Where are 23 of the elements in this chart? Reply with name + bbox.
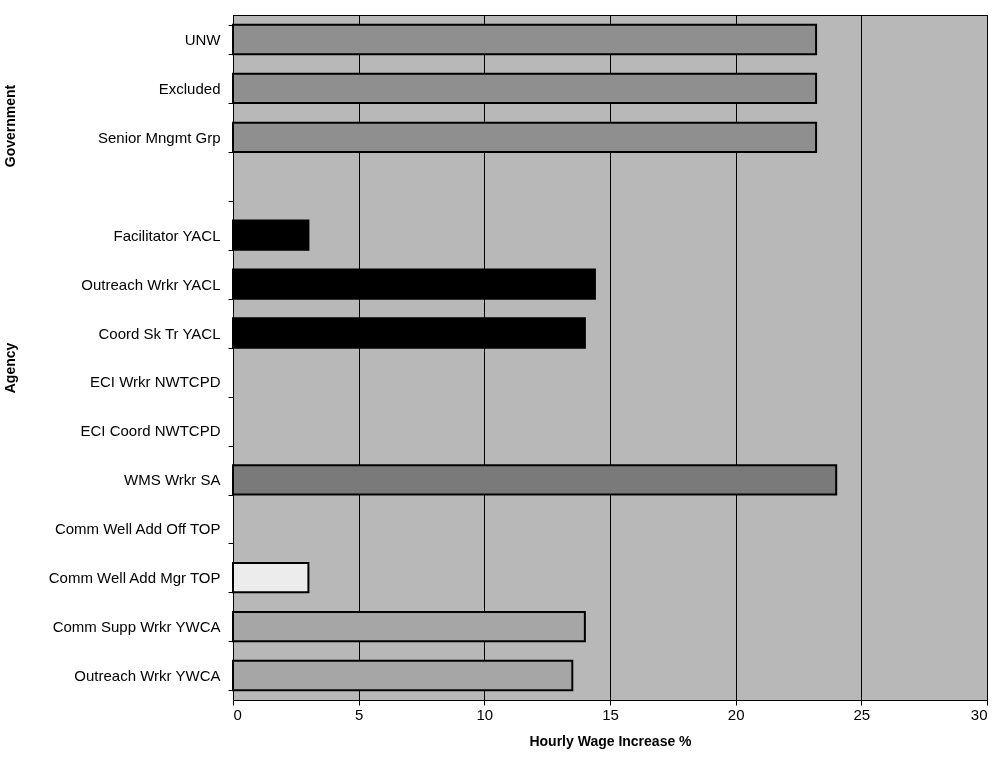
x-tick-label: 10: [476, 705, 494, 723]
text: Government: [2, 84, 18, 168]
y-tick-label: Coord Sk Tr YACL: [98, 324, 221, 342]
y-tick-label: Comm Well Add Mgr TOP: [48, 569, 221, 587]
x-tick-label: 20: [727, 705, 745, 723]
y-tick-label: WMS Wrkr SA: [124, 471, 221, 489]
x-tick-label: 25: [853, 705, 871, 723]
y-tick-label: ECI Coord NWTCPD: [80, 422, 221, 440]
y-tick-label: Outreach Wrkr YWCA: [74, 667, 221, 685]
y-tick-label: UNW: [184, 30, 222, 48]
x-tick-label: 30: [970, 705, 988, 723]
y-tick-label: Comm Well Add Off TOP: [54, 520, 221, 538]
text: Agency: [2, 342, 18, 394]
x-tick-label: 5: [354, 705, 364, 723]
y-tick-label: Excluded: [158, 79, 221, 97]
y-tick-label: Senior Mngmt Grp: [97, 128, 221, 146]
y-tick-label: Outreach Wrkr YACL: [81, 275, 221, 293]
y-tick-label: Comm Supp Wrkr YWCA: [52, 618, 221, 636]
x-axis-title: Hourly Wage Increase %: [529, 732, 693, 749]
y-tick-label: Facilitator YACL: [113, 226, 221, 244]
x-tick-label: 0: [233, 705, 242, 723]
x-tick-label: 15: [602, 705, 619, 723]
y-tick-label: ECI Wrkr NWTCPD: [89, 373, 221, 391]
